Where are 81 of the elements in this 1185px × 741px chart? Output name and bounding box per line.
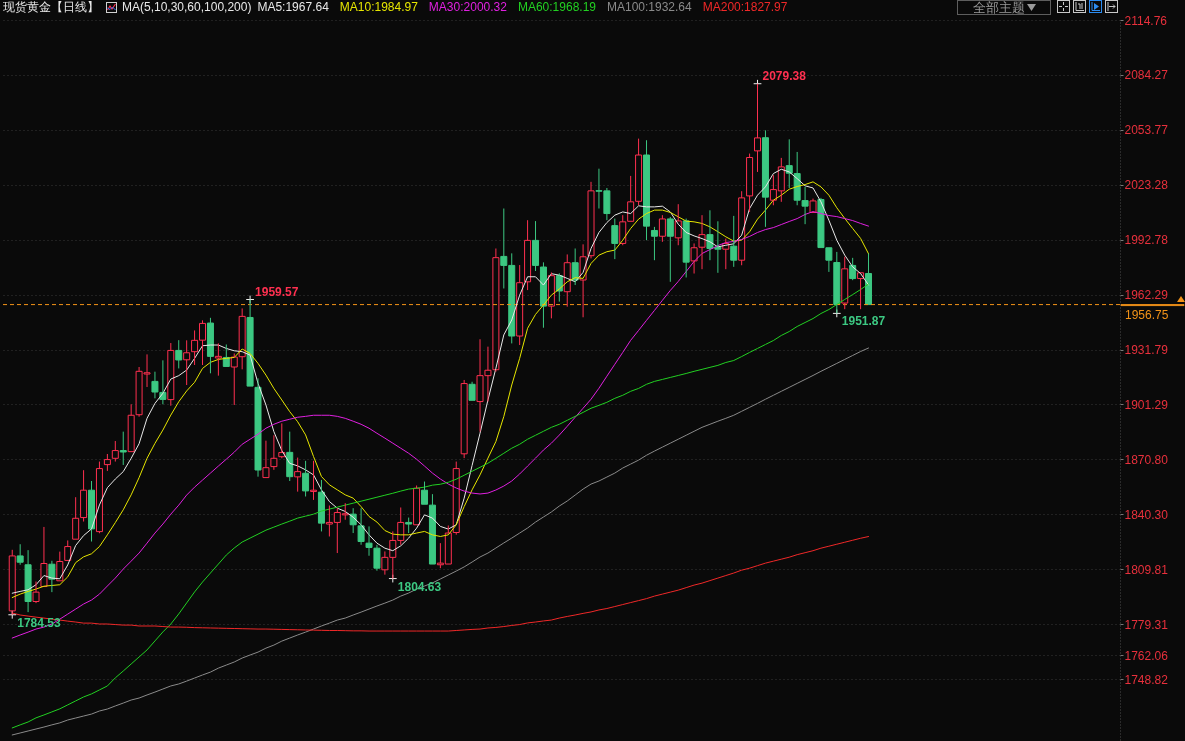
dropdown: 全部主题 — [957, 0, 1051, 15]
candlestick — [714, 220, 722, 274]
data-label: 2079.38 — [762, 68, 807, 83]
data-label: 1951.87 — [841, 314, 886, 329]
candlestick — [516, 264, 524, 346]
candlestick — [16, 543, 24, 566]
y-tick-label: 1809.81 — [1124, 562, 1169, 577]
candlestick — [532, 220, 540, 272]
candlestick — [730, 215, 738, 268]
y-tick-label: 1762.06 — [1124, 648, 1169, 663]
candlestick — [206, 317, 214, 374]
line-series — [11, 536, 870, 632]
candlestick — [127, 403, 135, 453]
candlestick — [658, 214, 666, 243]
legend-title: MA(5,10,30,60,100,200) — [122, 0, 252, 14]
candlestick — [643, 139, 651, 241]
candlestick — [64, 539, 72, 561]
y-tick-label: 2084.27 — [1124, 68, 1169, 83]
text: MA60:1968.19 — [517, 0, 597, 14]
text: MA30:2000.32 — [428, 0, 508, 14]
text: MA200:1827.97 — [702, 0, 788, 14]
candlestick — [270, 434, 278, 471]
candlestick — [460, 379, 468, 459]
candlestick — [111, 440, 119, 463]
candlestick — [547, 271, 555, 319]
y-tick-label: 2053.77 — [1124, 123, 1169, 138]
y-tick-label: 1901.29 — [1124, 397, 1169, 412]
y-tick-label: 1748.82 — [1124, 672, 1169, 687]
candlestick — [666, 216, 674, 283]
candlestick — [738, 190, 746, 266]
candlestick — [56, 551, 64, 582]
candlestick — [539, 261, 547, 329]
candlestick — [286, 431, 294, 482]
candlestick — [214, 342, 222, 377]
y-tick-label: 1779.31 — [1124, 617, 1169, 632]
candlestick — [563, 253, 571, 308]
candlestick — [167, 342, 175, 407]
candlestick — [175, 339, 183, 369]
candlestick — [357, 507, 365, 546]
candlestick — [262, 440, 270, 479]
candlestick — [80, 469, 88, 523]
candlestick — [841, 256, 849, 310]
candlestick — [761, 129, 769, 228]
candlestick — [103, 453, 111, 472]
candlestick — [317, 479, 325, 532]
text: 1956.75 — [1125, 307, 1169, 322]
candlestick — [294, 457, 302, 493]
candlestick — [119, 431, 127, 466]
candlestick — [587, 181, 595, 259]
text: MA5:1967.64 — [257, 0, 330, 14]
candlestick — [72, 496, 80, 540]
y-tick-label: 1962.29 — [1124, 288, 1169, 303]
candlestick — [183, 339, 191, 386]
candlestick — [682, 218, 690, 278]
candlestick — [492, 247, 500, 373]
text: MA100:1932.64 — [606, 0, 693, 14]
candlestick — [524, 219, 532, 291]
candlestick — [88, 480, 96, 543]
y-tick-label: 1992.78 — [1124, 233, 1169, 248]
candlestick — [365, 525, 373, 557]
y-tick-label: 1931.79 — [1124, 343, 1169, 358]
candlestick — [706, 209, 714, 261]
chart-title: 现货黄金【日线】 — [3, 0, 99, 14]
candlestick — [611, 218, 619, 260]
y-tick-label: 2023.28 — [1124, 178, 1169, 193]
candlestick — [373, 544, 381, 572]
candlestick — [865, 253, 873, 306]
candlestick — [32, 581, 40, 604]
line-series — [11, 347, 870, 736]
candlestick — [746, 153, 754, 213]
candlestick — [468, 381, 476, 401]
text: MA10:1984.97 — [339, 0, 419, 14]
candlestick — [254, 377, 262, 478]
candlestick — [48, 560, 56, 593]
y-tick-label: 2114.76 — [1124, 13, 1168, 28]
candlestick — [571, 247, 579, 286]
y-tick-label: 1870.80 — [1124, 452, 1169, 467]
candlestick — [674, 203, 682, 246]
data-label: 1959.57 — [255, 284, 299, 299]
candlestick — [24, 549, 32, 613]
y-tick-label: 1840.30 — [1124, 507, 1169, 522]
